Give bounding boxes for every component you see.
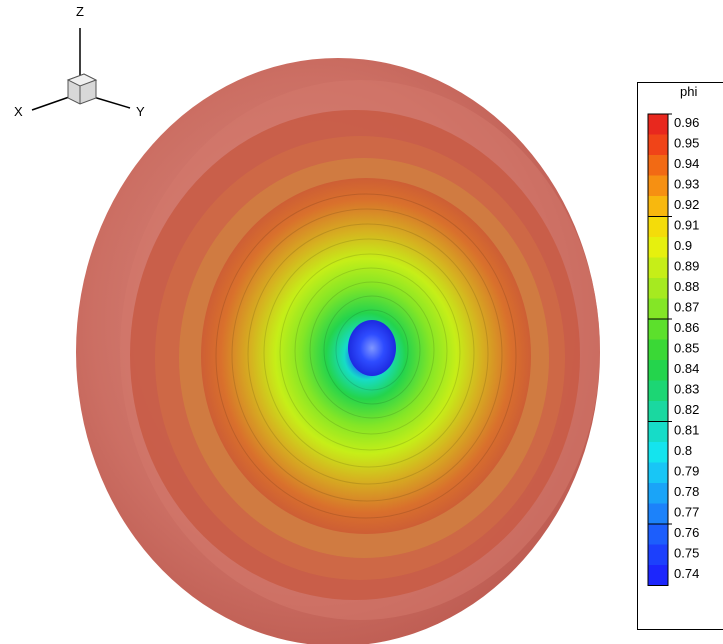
- legend-swatch: [648, 380, 668, 401]
- legend-swatch: [648, 114, 668, 135]
- legend-level-label: 0.75: [674, 546, 699, 561]
- legend-swatch: [648, 462, 668, 483]
- legend-swatch: [648, 298, 668, 319]
- legend-level-label: 0.8: [674, 443, 692, 458]
- legend-swatch: [648, 483, 668, 504]
- legend-level-label: 0.74: [674, 566, 699, 581]
- legend-swatch: [648, 401, 668, 422]
- legend-level-label: 0.84: [674, 361, 699, 376]
- legend-level-label: 0.96: [674, 115, 699, 130]
- legend-swatch: [648, 134, 668, 155]
- legend-level-label: 0.89: [674, 259, 699, 274]
- legend-swatch: [648, 421, 668, 442]
- legend-swatch: [648, 339, 668, 360]
- legend-swatch: [648, 155, 668, 176]
- legend-swatch: [648, 544, 668, 565]
- y-axis-label: Y: [136, 104, 145, 119]
- core-region: [348, 320, 396, 376]
- legend-swatch: [648, 565, 668, 586]
- legend-level-label: 0.86: [674, 320, 699, 335]
- legend-level-label: 0.95: [674, 136, 699, 151]
- legend-swatch: [648, 257, 668, 278]
- legend-level-label: 0.9: [674, 238, 692, 253]
- axis-triad: Z X Y: [14, 4, 145, 119]
- legend-level-label: 0.93: [674, 177, 699, 192]
- legend-level-label: 0.79: [674, 464, 699, 479]
- legend-swatch: [648, 196, 668, 217]
- legend-swatch: [648, 175, 668, 196]
- legend-swatch: [648, 442, 668, 463]
- z-axis-label: Z: [76, 4, 84, 19]
- legend-level-label: 0.87: [674, 300, 699, 315]
- legend-swatch: [648, 278, 668, 299]
- legend-level-label: 0.83: [674, 382, 699, 397]
- legend-level-label: 0.88: [674, 279, 699, 294]
- legend-swatch: [648, 524, 668, 545]
- legend-colorbar-frame: [647, 113, 669, 586]
- legend-level-label: 0.94: [674, 156, 699, 171]
- legend-swatch: [648, 216, 668, 237]
- legend-level-label: 0.76: [674, 525, 699, 540]
- legend-level-label: 0.85: [674, 341, 699, 356]
- legend-swatch: [648, 360, 668, 381]
- x-axis-label: X: [14, 104, 23, 119]
- legend-level-label: 0.92: [674, 197, 699, 212]
- legend-level-label: 0.82: [674, 402, 699, 417]
- legend-level-label: 0.81: [674, 423, 699, 438]
- legend-swatch: [648, 319, 668, 340]
- legend-swatch: [648, 237, 668, 258]
- legend-swatch: [648, 503, 668, 524]
- legend-level-label: 0.78: [674, 484, 699, 499]
- color-legend: 0.96 0.95 0.94 0.93 0.92 0.91 0.9 0.89 0.88 0.87 0…: [647, 113, 699, 586]
- legend-title: phi: [680, 84, 698, 99]
- legend-level-label: 0.91: [674, 218, 699, 233]
- contour-rings: [215, 193, 517, 519]
- legend-level-label: 0.77: [674, 505, 699, 520]
